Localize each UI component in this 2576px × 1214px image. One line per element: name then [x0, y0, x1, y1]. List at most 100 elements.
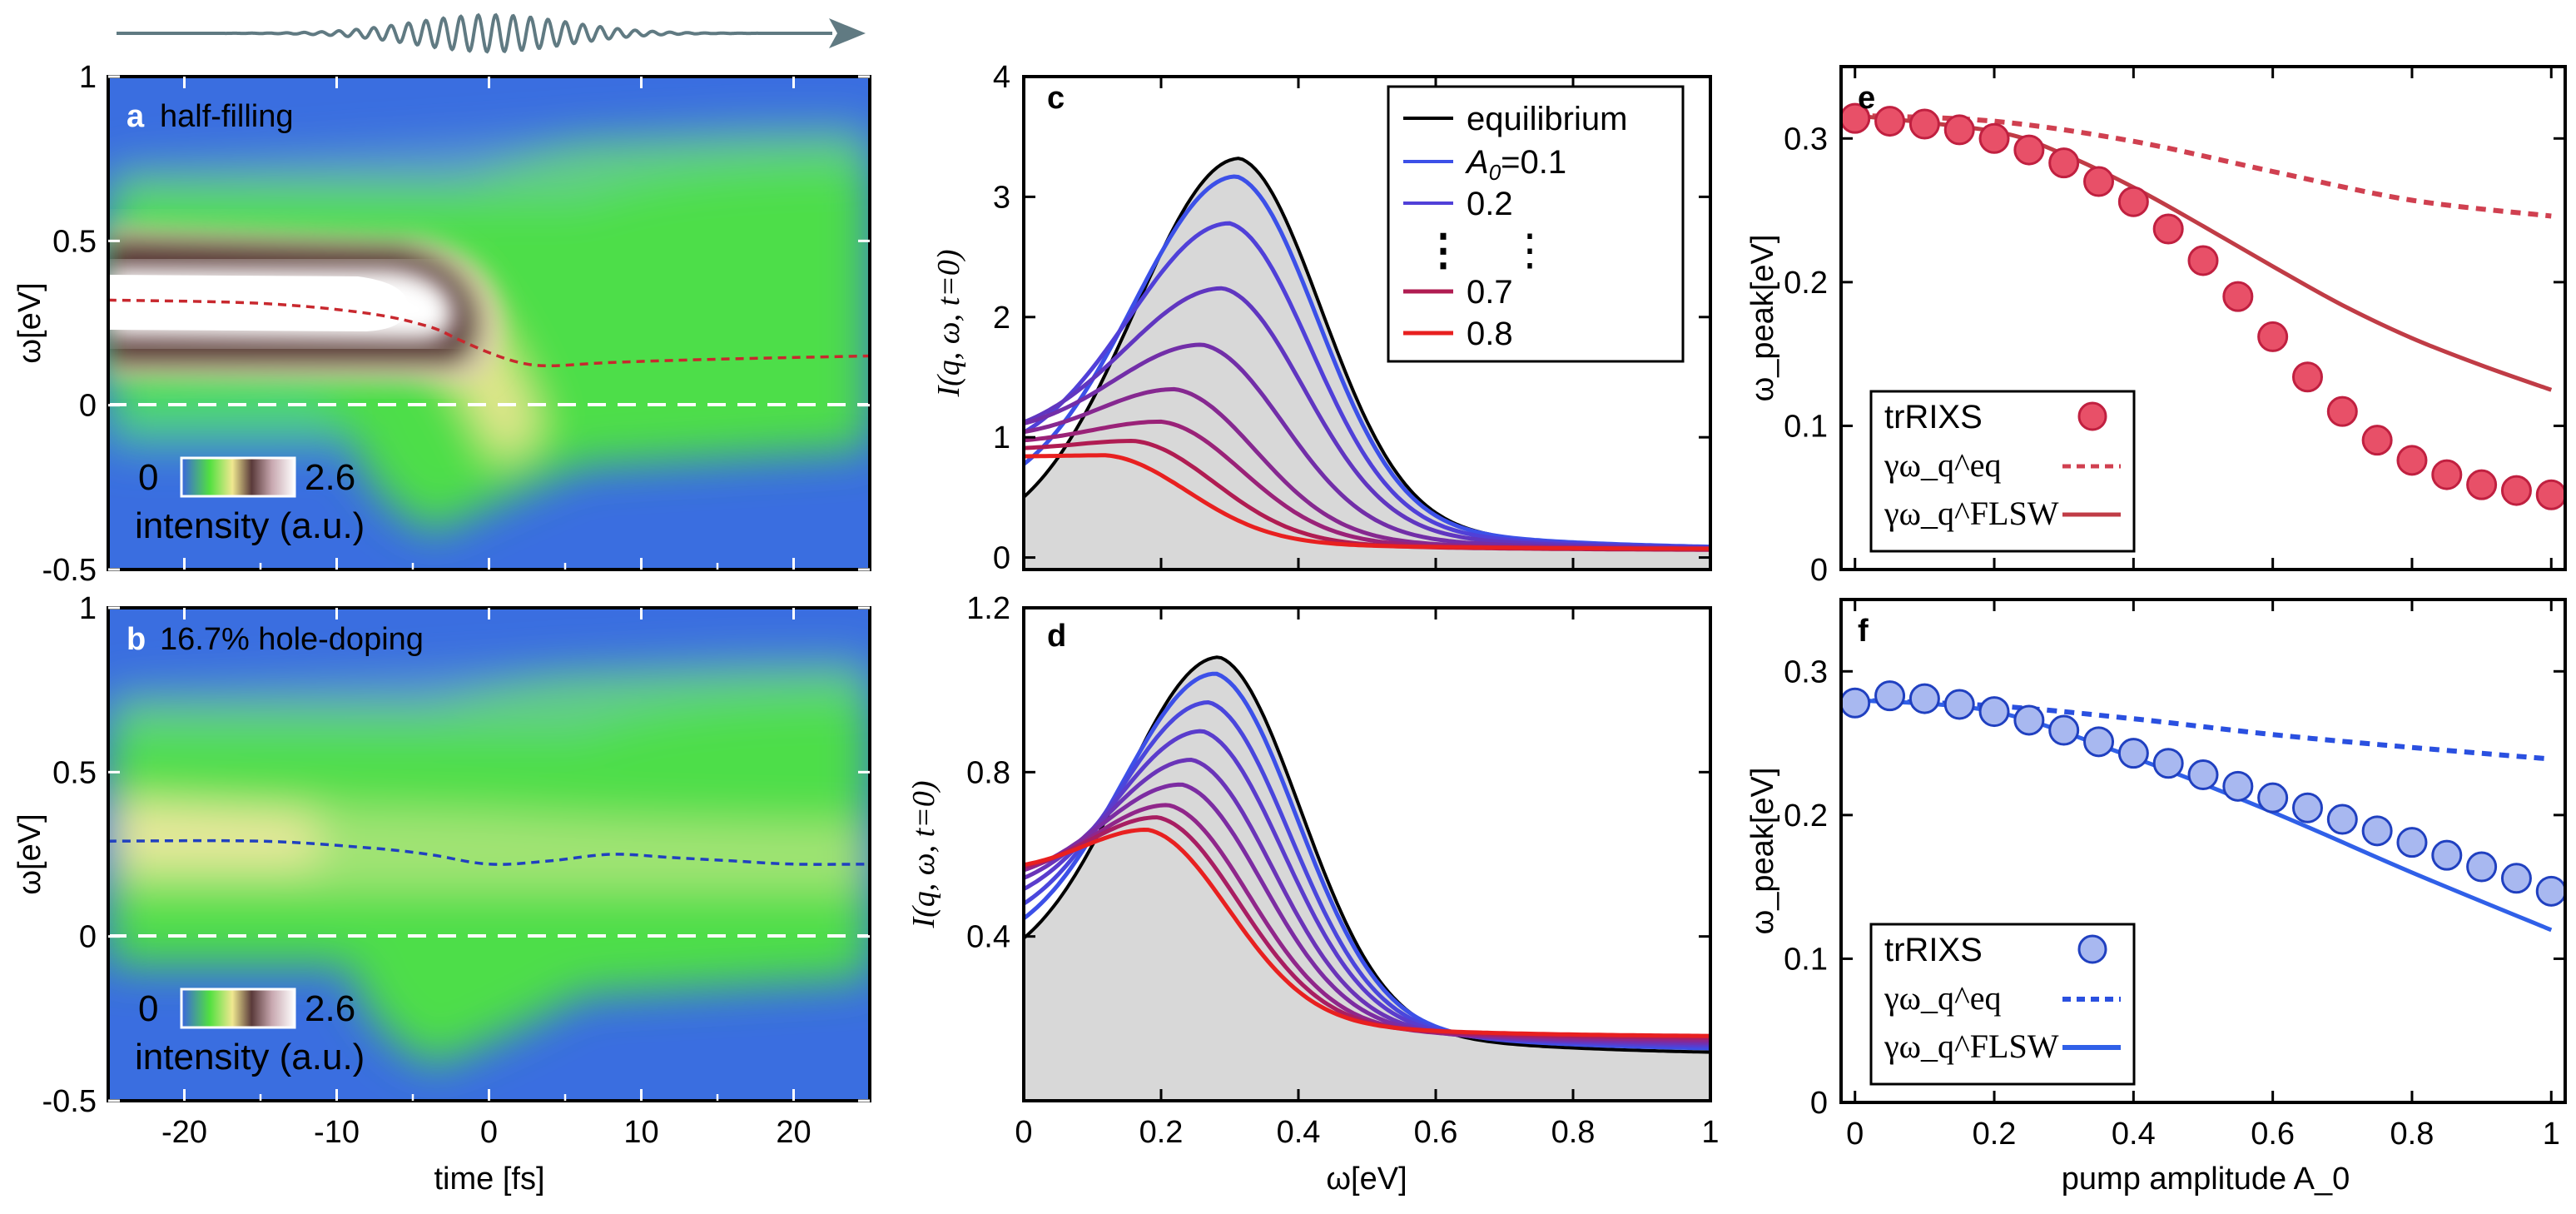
trrixs-point	[1874, 680, 1906, 712]
legend-e-label-trrixs: trRIXS	[1884, 399, 1983, 435]
panel-a-ticks: -0.5 0 0.5 1	[42, 60, 870, 588]
y-tick-label: 1	[79, 591, 97, 626]
colorbar-a-label: intensity (a.u.)	[135, 505, 365, 546]
spectrum-curve-0.8	[1024, 827, 1710, 1038]
panel-f-ylabel-text: ω_peak[eV]	[1745, 768, 1780, 935]
panel-f-legend: trRIXS γω_q^eq γω_q^FLSW	[1869, 923, 2136, 1086]
x-tick-label: -10	[314, 1115, 360, 1150]
colorbar-a-gradient	[180, 456, 296, 498]
panel-b-heatmap	[108, 608, 870, 1101]
trrixs-point	[1943, 114, 1975, 146]
y-tick-label: 0	[1810, 553, 1828, 588]
trrixs-point	[2187, 245, 2219, 276]
y-tick-label: 0	[1810, 1086, 1828, 1121]
panel-a: -0.5 0 0.5 1 a half-filling 0 2.6 intensity…	[12, 60, 871, 588]
legend-f-label-eq: γω_q^eq	[1884, 979, 2002, 1017]
legend-c-a0-symbol: A	[1465, 144, 1489, 181]
trrixs-point	[1908, 108, 1940, 140]
legend-c-label-08: 0.8	[1467, 316, 1513, 352]
trrixs-point	[2500, 475, 2532, 506]
trrixs-point	[2500, 863, 2532, 894]
trrixs-point	[2083, 726, 2115, 758]
x-tick-label: 0	[480, 1115, 498, 1150]
trrixs-point	[2152, 748, 2184, 779]
panel-c-legend-box	[1387, 85, 1685, 363]
trrixs-point	[2466, 851, 2498, 883]
panel-f-points	[1839, 680, 2567, 907]
x-tick-label: 0.8	[2390, 1117, 2435, 1152]
trrixs-point	[2396, 827, 2428, 858]
trrixs-point	[2396, 445, 2428, 476]
x-tick-label: 0	[1015, 1115, 1032, 1150]
x-tick-label: 0.4	[1277, 1115, 1321, 1150]
panel-c-curves	[1024, 157, 1710, 552]
trrixs-point	[2535, 875, 2567, 907]
panel-f-xlabel: pump amplitude A_0	[2062, 1162, 2350, 1197]
trrixs-point	[2257, 321, 2289, 352]
colorbar-b-min-label: 0	[138, 988, 158, 1029]
panel-d-curves	[1024, 655, 1710, 1054]
panel-d-xlabel: ω[eV]	[1326, 1162, 1407, 1197]
trrixs-point	[1978, 122, 2010, 154]
panel-e-ylabel: ω_peak[eV]	[1745, 235, 1780, 402]
legend-e-label-flsw: γω_q^FLSW	[1884, 495, 2059, 532]
y-tick-label: -0.5	[42, 1084, 97, 1119]
panel-d: 0 0.2 0.4 0.6 0.8 1 0.4 0.8 1.2 d I(q, ω, t=0) ω…	[906, 591, 1720, 1197]
x-tick-label: 0.2	[1973, 1117, 2017, 1152]
panel-f-flsw-curve	[1854, 698, 2553, 933]
y-tick-label: 2	[993, 301, 1010, 336]
panel-b-xlabel: time [fs]	[434, 1162, 544, 1197]
panel-b-title: 16.7% hole-doping	[160, 622, 424, 657]
panel-d-equilibrium-fill	[1024, 657, 1710, 1101]
colorbar-a-max-label: 2.6	[305, 457, 355, 498]
panel-e-label: e	[1858, 81, 1875, 116]
panel-e-ticks: 0 0.1 0.2 0.3	[1784, 67, 2565, 588]
panel-b-ticks: -20 -10 0 10 20 -0.5 0 0.5 1	[42, 591, 870, 1150]
legend-c-label-equilibrium: equilibrium	[1467, 101, 1627, 137]
legend-c-ellipsis-left: ⋮	[1422, 226, 1465, 275]
trrixs-point	[2117, 186, 2149, 217]
y-tick-label: 0.8	[966, 755, 1010, 790]
panel-a-heatmap	[108, 77, 870, 570]
y-tick-label: 4	[993, 60, 1010, 95]
y-tick-label: 0.4	[966, 920, 1010, 955]
panel-e: 0 0.1 0.2 0.3 e ω_peak[eV] trRIXS γω_q^eq γ…	[1745, 65, 2567, 588]
panel-b-colorbar: 0 2.6 intensity (a.u.)	[135, 988, 365, 1077]
trrixs-point	[1943, 689, 1975, 720]
legend-c-a0-value: =0.1	[1501, 144, 1566, 181]
panel-a-title: half-filling	[160, 99, 294, 134]
x-tick-label: -20	[161, 1115, 207, 1150]
panel-c-ylabel: I(q, ω, t=0)	[931, 250, 966, 398]
panel-e-legend: trRIXS γω_q^eq γω_q^FLSW	[1869, 390, 2136, 553]
colorbar-b-max-label: 2.6	[305, 988, 355, 1029]
panel-e-ylabel-text: ω_peak[eV]	[1745, 235, 1780, 402]
panel-f-label: f	[1858, 614, 1869, 649]
panel-b: -20 -10 0 10 20 -0.5 0 0.5 1 b 16.7% hole-doping…	[12, 591, 871, 1197]
trrixs-point	[2083, 166, 2115, 197]
y-tick-label: 0.5	[52, 755, 97, 790]
x-tick-label: 0.6	[1414, 1115, 1458, 1150]
trrixs-point	[2187, 759, 2219, 791]
x-tick-label: 0.6	[2251, 1117, 2295, 1152]
y-tick-label: 0.1	[1784, 942, 1828, 977]
y-tick-label: 0	[79, 920, 97, 955]
trrixs-point	[2013, 134, 2045, 166]
trrixs-point	[1908, 683, 1940, 714]
trrixs-point	[2048, 147, 2080, 179]
trrixs-point	[2257, 782, 2289, 813]
panel-f: 0 0.2 0.4 0.6 0.8 1 0 0.1 0.2 0.3 f ω_peak[eV] pu…	[1745, 598, 2567, 1197]
y-tick-label: 0.3	[1784, 122, 1828, 157]
panel-e-flsw-curve	[1854, 113, 2553, 392]
legend-e-marker-trrixs	[2077, 401, 2107, 431]
panel-c-legend: equilibrium A0=0.1 0.2 ⋮ ⋮ 0.7 0.8	[1387, 85, 1685, 363]
x-tick-label: 0.2	[1139, 1115, 1184, 1150]
y-tick-label: 0.1	[1784, 409, 1828, 444]
x-tick-label: 0	[1846, 1117, 1864, 1152]
legend-c-label-07: 0.7	[1467, 274, 1513, 311]
panel-b-label: b	[127, 622, 146, 657]
pump-pulse-arrowhead	[829, 18, 866, 48]
pump-pulse-wave	[117, 12, 832, 54]
trrixs-point	[2326, 804, 2358, 835]
panel-c-label: c	[1047, 81, 1065, 116]
x-tick-label: 1	[2543, 1117, 2560, 1152]
